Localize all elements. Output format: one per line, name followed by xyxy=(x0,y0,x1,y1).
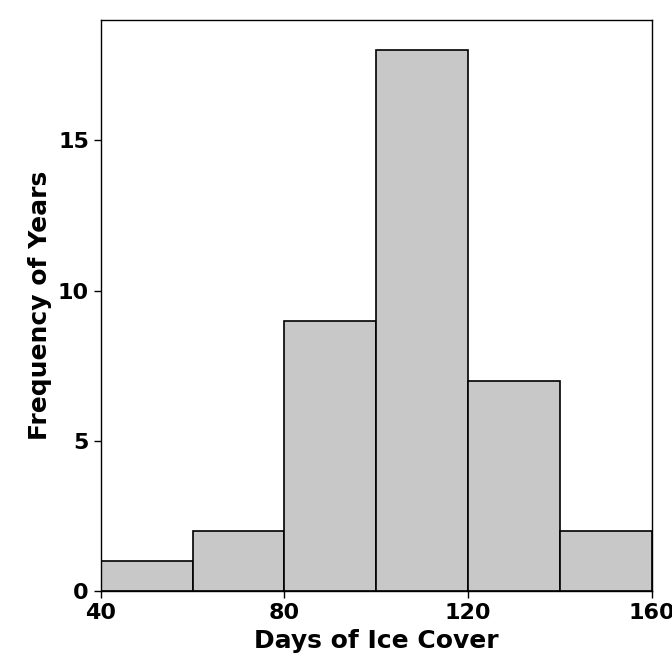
Y-axis label: Frequency of Years: Frequency of Years xyxy=(28,171,52,440)
Bar xyxy=(560,532,652,591)
Bar xyxy=(193,532,284,591)
Bar xyxy=(101,561,193,591)
Bar xyxy=(376,50,468,591)
Bar xyxy=(284,321,376,591)
X-axis label: Days of Ice Cover: Days of Ice Cover xyxy=(254,629,499,653)
Bar xyxy=(468,381,560,591)
